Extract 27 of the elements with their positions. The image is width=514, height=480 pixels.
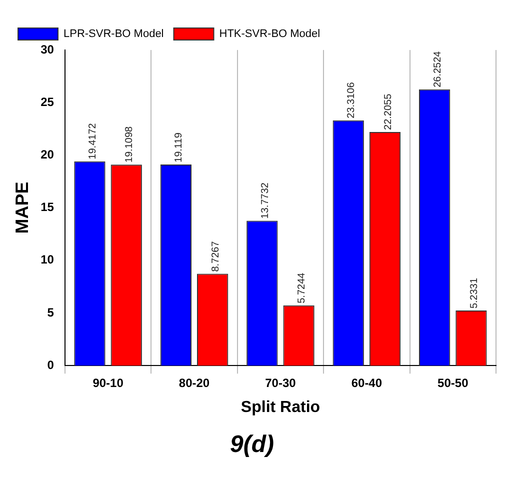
y-tick-label: 15 <box>40 200 54 214</box>
x-axis-title: Split Ratio <box>240 399 320 416</box>
y-tick-label: 30 <box>40 42 54 56</box>
y-axis-title: MAPE <box>12 182 32 234</box>
y-tick-label: 5 <box>47 305 54 320</box>
data-label: 5.2331 <box>468 278 480 309</box>
legend-label: HTK-SVR-BO Model <box>219 28 320 40</box>
legend-label: LPR-SVR-BO Model <box>64 28 164 40</box>
data-label: 19.119 <box>174 132 185 162</box>
data-label: 26.2524 <box>432 50 444 88</box>
x-tick-label: 80-20 <box>178 376 210 390</box>
data-label: 5.7244 <box>296 272 308 304</box>
y-tick-label: 25 <box>40 94 54 109</box>
y-tick-label: 0 <box>47 358 54 372</box>
data-label: 19.1098 <box>124 126 136 163</box>
x-tick-label: 50-50 <box>438 376 469 390</box>
x-tick-label: 60-40 <box>351 376 382 390</box>
y-tick-label: 20 <box>40 148 54 162</box>
text: 9(d) <box>230 431 274 458</box>
x-tick-label: 70-30 <box>265 376 296 390</box>
data-label: 22.2055 <box>382 93 394 130</box>
x-tick-label: 90-10 <box>92 376 124 390</box>
data-label: 23.3106 <box>346 82 358 118</box>
data-label: 8.7267 <box>210 240 222 272</box>
data-label: 13.7732 <box>260 182 271 219</box>
data-label: 19.4172 <box>87 122 98 160</box>
y-tick-label: 10 <box>40 252 54 267</box>
